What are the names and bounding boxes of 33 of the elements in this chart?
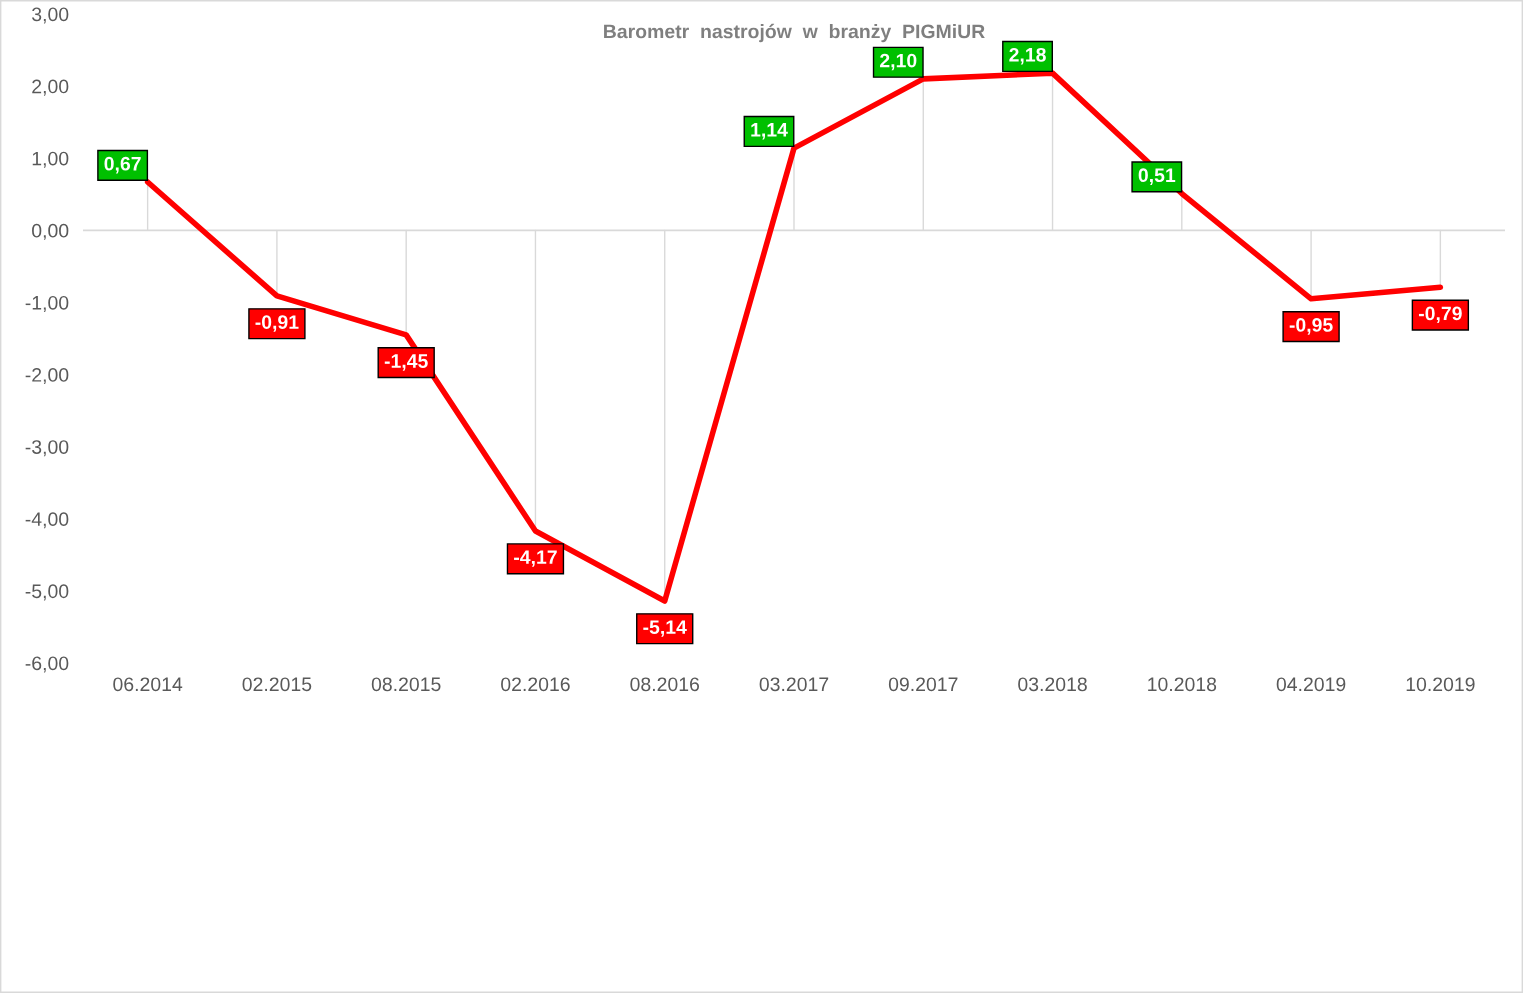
x-tick-label: 10.2018	[1148, 677, 1217, 692]
data-label: 0,67	[104, 156, 141, 174]
x-tick-label: 08.2015	[371, 677, 441, 692]
data-label: 2,18	[1009, 47, 1046, 65]
y-tick-label: -2,00	[25, 368, 69, 385]
y-tick-label: -6,00	[25, 656, 69, 673]
data-label: -0,95	[1289, 318, 1333, 335]
y-tick-label: 2,00	[32, 79, 69, 96]
data-label: 1,14	[751, 123, 788, 140]
x-tick-label: 09.2017	[888, 677, 958, 692]
data-label: 2,10	[880, 53, 917, 71]
data-label: -0,91	[255, 315, 299, 332]
data-label: -5,14	[643, 620, 687, 637]
x-tick-label: 02.2015	[242, 677, 312, 692]
x-tick-label: 02.2016	[501, 677, 570, 692]
x-tick-label: 10.2019	[1406, 677, 1475, 692]
y-tick-label: -4,00	[25, 512, 69, 529]
x-tick-label: 04.2019	[1276, 677, 1346, 692]
x-tick-label: 06.2014	[113, 677, 183, 692]
y-tick-label: -1,00	[25, 295, 69, 312]
data-label: -0,79	[1418, 306, 1462, 324]
x-tick-label: 03.2017	[759, 677, 829, 692]
chart-title: Barometr nastrojów w branży PIGMiUR	[604, 23, 985, 43]
y-tick-label: -5,00	[25, 584, 69, 601]
y-tick-label: -3,00	[25, 440, 69, 457]
y-tick-label: 3,00	[32, 7, 69, 24]
y-tick-label: 1,00	[32, 151, 69, 168]
data-label: -4,17	[514, 550, 557, 567]
x-tick-label: 03.2018	[1018, 677, 1087, 692]
x-tick-label: 08.2016	[630, 677, 700, 692]
y-tick-label: 0,00	[32, 223, 69, 240]
data-label: -1,45	[384, 354, 428, 371]
data-label: 0,51	[1138, 168, 1176, 185]
